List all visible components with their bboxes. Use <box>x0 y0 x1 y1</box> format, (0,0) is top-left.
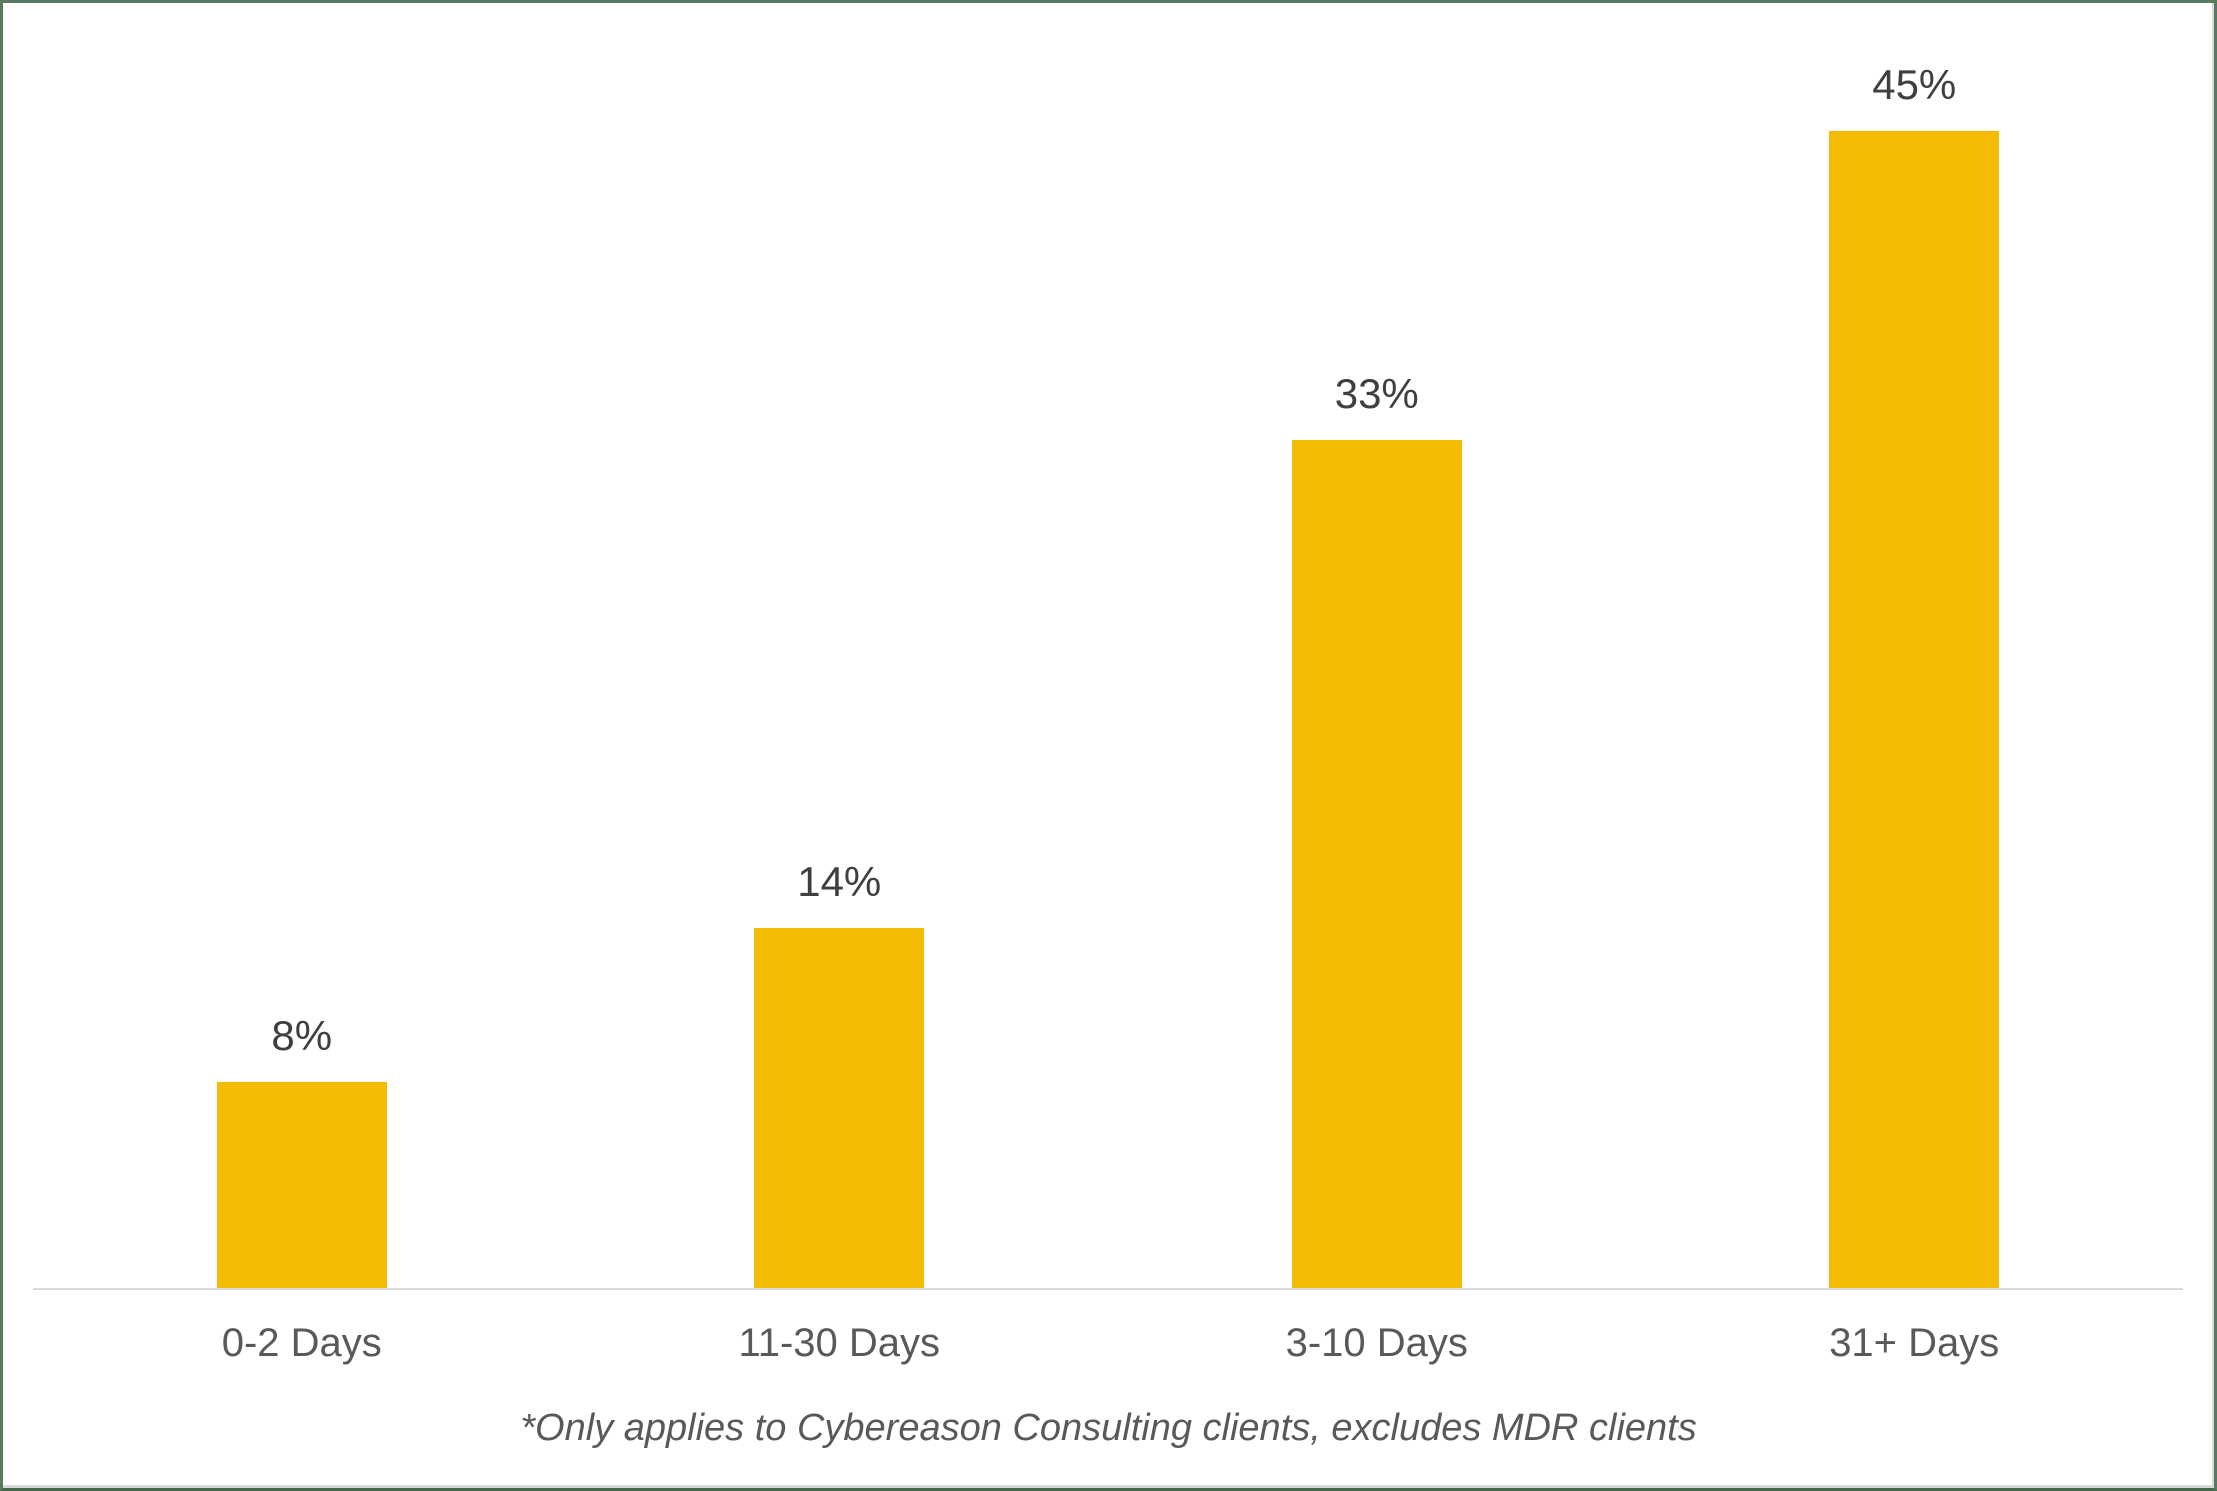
bar-group: 8% <box>33 3 571 1288</box>
value-label: 45% <box>1872 61 1957 108</box>
category-label: 3-10 Days <box>1285 1321 1468 1365</box>
chart-footnote: *Only applies to Cybereason Consulting c… <box>520 1407 1697 1449</box>
category-label: 11-30 Days <box>738 1321 941 1365</box>
value-label: 8% <box>271 1012 333 1059</box>
bar-group: 33% <box>1108 3 1646 1288</box>
bar-group: 45% <box>1646 3 2184 1288</box>
bar <box>1829 131 2000 1288</box>
bar <box>754 928 925 1288</box>
bar <box>216 1082 387 1288</box>
plot-area: 8% 14% 33% 45% <box>33 3 2183 1290</box>
value-label: 14% <box>797 858 882 905</box>
x-axis: 0-2 Days 11-30 Days 3-10 Days 31+ Days <box>33 1321 2183 1366</box>
category-label: 0-2 Days <box>221 1321 382 1365</box>
category-label: 31+ Days <box>1829 1321 2000 1365</box>
value-label: 33% <box>1334 370 1419 417</box>
bar <box>1291 440 1462 1288</box>
bar-group: 14% <box>571 3 1109 1288</box>
